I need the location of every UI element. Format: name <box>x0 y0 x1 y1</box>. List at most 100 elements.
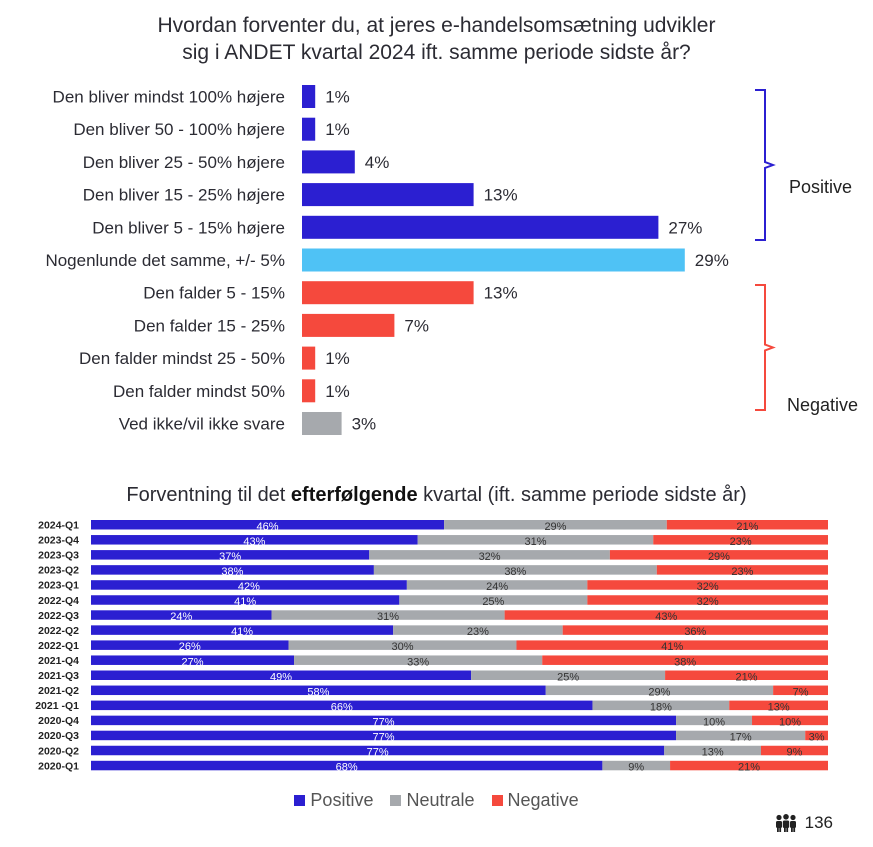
category-label: Den bliver 50 - 100% højere <box>73 120 285 139</box>
segment-value-label: 13% <box>702 747 724 759</box>
segment-neutrale <box>676 715 753 726</box>
segment-negative <box>587 580 828 590</box>
segment-neutrale <box>294 655 543 665</box>
segment-value-label: 43% <box>655 611 677 623</box>
segment-negative <box>665 670 828 680</box>
quarter-label: 2023-Q4 <box>38 535 79 547</box>
segment-negative <box>656 565 828 575</box>
segment-value-label: 42% <box>238 581 260 593</box>
segment-value-label: 29% <box>648 686 670 698</box>
segment-negative <box>761 745 828 756</box>
segment-positive <box>91 685 546 696</box>
title-line-2: sig i ANDET kvartal 2024 ift. samme peri… <box>182 41 691 64</box>
quarter-label: 2022-Q1 <box>38 640 79 652</box>
segment-neutrale <box>676 730 806 741</box>
segment-value-label: 38% <box>504 566 526 578</box>
segment-positive <box>91 595 400 605</box>
segment-neutrale <box>592 700 730 711</box>
segment-negative <box>587 595 828 605</box>
segment-negative <box>562 625 828 635</box>
value-label: 4% <box>365 153 390 172</box>
quarter-label: 2021 -Q1 <box>35 700 79 712</box>
segment-neutrale <box>271 610 505 620</box>
segment-value-label: 13% <box>768 701 790 713</box>
category-label: Ved ikke/vil ikke svare <box>119 415 285 434</box>
negative-bracket-label: Negative <box>787 395 858 415</box>
segment-value-label: 77% <box>373 732 395 744</box>
segment-value-label: 43% <box>243 536 265 548</box>
segment-value-label: 31% <box>377 611 399 623</box>
segment-value-label: 10% <box>703 716 725 728</box>
trend-title-post: kvartal (ift. samme periode sidste år) <box>417 484 747 506</box>
segment-positive <box>91 670 472 680</box>
positive-bracket-label: Positive <box>789 177 852 197</box>
quarter-label: 2023-Q3 <box>38 550 79 562</box>
category-label: Den bliver mindst 100% højere <box>53 88 285 107</box>
segment-value-label: 24% <box>486 581 508 593</box>
value-label: 1% <box>325 349 350 368</box>
segment-negative <box>805 730 828 741</box>
quarterly-stacked-bar-chart: 2024-Q1 46% 29% 21% 2023-Q4 43% 31% 23% 2023-Q3 3… <box>35 520 828 774</box>
segment-neutrale <box>471 670 666 680</box>
segment-neutrale <box>373 565 657 575</box>
segment-value-label: 32% <box>697 596 719 608</box>
segment-positive <box>91 730 677 741</box>
segment-value-label: 46% <box>257 521 279 533</box>
segment-neutrale <box>369 550 610 560</box>
segment-neutrale <box>417 535 654 545</box>
segment-value-label: 68% <box>336 762 358 774</box>
segment-value-label: 38% <box>674 656 696 668</box>
quarter-label: 2022-Q3 <box>38 610 79 622</box>
segment-negative <box>542 655 828 665</box>
quarter-label: 2022-Q2 <box>38 625 79 637</box>
segment-positive <box>91 640 289 650</box>
segment-negative <box>752 715 828 726</box>
segment-positive <box>91 565 374 575</box>
value-label: 13% <box>484 284 518 303</box>
value-label: 13% <box>484 186 518 205</box>
bar <box>302 313 395 337</box>
segment-value-label: 32% <box>697 581 719 593</box>
quarter-label: 2024-Q1 <box>38 520 79 532</box>
segment-neutrale <box>602 760 671 771</box>
segment-value-label: 33% <box>407 656 429 668</box>
value-label: 27% <box>668 218 702 237</box>
segment-value-label: 17% <box>730 732 752 744</box>
people-icon <box>775 814 796 832</box>
segment-value-label: 77% <box>373 716 395 728</box>
quarter-label: 2020-Q2 <box>38 745 79 757</box>
trend-chart-title: Forventning til det efterfølgende kvarta… <box>0 484 873 507</box>
segment-neutrale <box>406 580 588 590</box>
segment-value-label: 21% <box>736 521 758 533</box>
quarter-label: 2020-Q1 <box>38 760 79 772</box>
category-label: Den falder 15 - 25% <box>134 316 285 335</box>
title-line-1: Hvordan forventer du, at jeres e-handels… <box>157 14 716 37</box>
segment-neutrale <box>444 520 667 530</box>
segment-positive <box>91 700 593 711</box>
segment-value-label: 25% <box>557 671 579 683</box>
segment-value-label: 29% <box>544 521 566 533</box>
segment-positive <box>91 520 445 530</box>
page-footer: 136 <box>775 813 833 833</box>
bar <box>302 150 355 174</box>
quarter-label: 2020-Q4 <box>38 715 79 727</box>
segment-value-label: 37% <box>219 551 241 563</box>
segment-value-label: 9% <box>628 762 644 774</box>
legend-negative: Negative <box>491 790 579 811</box>
segment-value-label: 41% <box>661 641 683 653</box>
quarter-label: 2023-Q2 <box>38 565 79 577</box>
segment-negative <box>609 550 828 560</box>
value-label: 3% <box>352 415 377 434</box>
segment-value-label: 49% <box>270 671 292 683</box>
segment-value-label: 9% <box>787 747 803 759</box>
segment-neutrale <box>545 685 774 696</box>
bar <box>302 346 316 370</box>
chart-title: Hvordan forventer du, at jeres e-handels… <box>0 12 873 66</box>
segment-value-label: 26% <box>179 641 201 653</box>
segment-negative <box>666 520 828 530</box>
segment-value-label: 7% <box>793 686 809 698</box>
category-label: Den falder mindst 50% <box>113 382 285 401</box>
segment-value-label: 58% <box>307 686 329 698</box>
bar <box>302 248 685 272</box>
segment-positive <box>91 625 394 635</box>
